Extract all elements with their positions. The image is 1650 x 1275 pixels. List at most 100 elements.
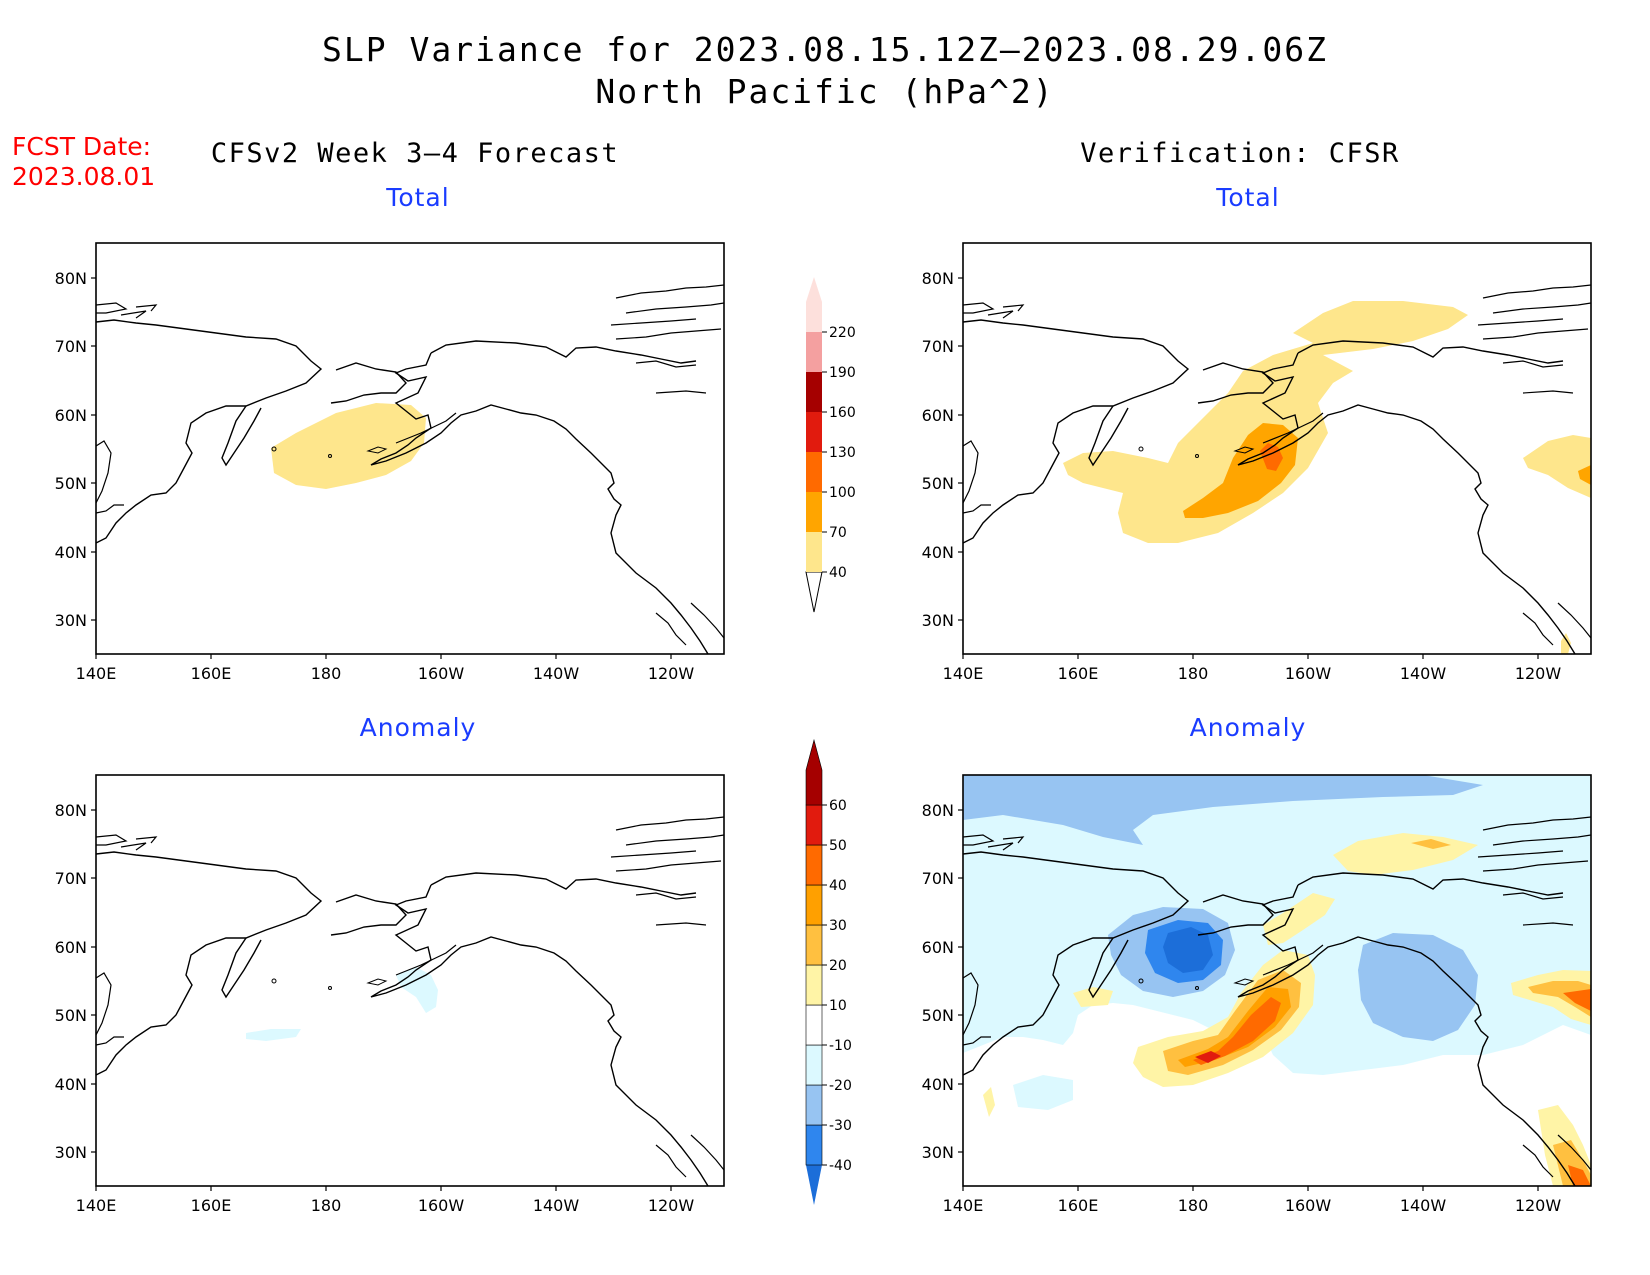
anomaly-colorbar: -40 -30 -20 -10 10 20 30 40 50 60	[805, 738, 852, 1205]
lat-tick-label: 40N	[922, 1075, 954, 1094]
panel-title-forecast-total: Total	[386, 183, 450, 212]
anomaly-colorbar-swatch	[805, 1044, 823, 1086]
anomaly-colorbar-label: 30	[829, 918, 847, 934]
total-colorbar-lower-end	[805, 571, 823, 613]
lon-tick-label: 160W	[418, 1196, 465, 1215]
lon-tick-label: 160E	[1058, 1196, 1099, 1215]
anomaly-colorbar-swatch	[805, 884, 823, 926]
anomaly-colorbar-swatch	[805, 1084, 823, 1126]
verification-column-header: Verification: CFSR	[1080, 138, 1400, 169]
lon-tick-label: 120W	[648, 1196, 695, 1215]
anomaly-colorbar-swatch	[805, 804, 823, 846]
anomaly-colorbar-label: 60	[829, 798, 847, 814]
panel-title-forecast-anomaly: Anomaly	[359, 713, 477, 742]
lon-tick-label: 120W	[1515, 664, 1562, 683]
map-forecast-anomaly	[95, 774, 725, 1187]
lat-tick-label: 60N	[922, 406, 954, 425]
lat-tick-label: 60N	[55, 938, 87, 957]
lon-tick-label: 160W	[1285, 1196, 1332, 1215]
anomaly-colorbar-label: -40	[829, 1158, 852, 1174]
lat-tick-label: 70N	[55, 337, 87, 356]
panel-title-verification-total: Total	[1216, 183, 1280, 212]
lon-tick-label: 140E	[76, 664, 117, 683]
lon-tick-label: 160E	[1058, 664, 1099, 683]
lon-tick-label: 140W	[1400, 664, 1447, 683]
forecast-column-header: CFSv2 Week 3–4 Forecast	[210, 138, 620, 169]
contour-verif-anom-neg20-gulf	[1358, 933, 1478, 1041]
total-colorbar-label: 100	[829, 485, 856, 501]
lon-tick-label: 160W	[418, 664, 465, 683]
total-colorbar-swatch	[806, 332, 822, 372]
lat-tick-label: 40N	[922, 543, 954, 562]
contour-verif-anom-neg40	[1163, 927, 1213, 973]
lon-tick-label: 140E	[76, 1196, 117, 1215]
lon-tick-label: 140W	[1400, 1196, 1447, 1215]
contour-verif-total-40-east	[1523, 435, 1591, 498]
map-verification-total	[962, 242, 1592, 655]
lon-tick-label: 140E	[943, 664, 984, 683]
main-title: SLP Variance for 2023.08.15.12Z–2023.08.…	[322, 30, 1328, 69]
total-colorbar-label: 220	[829, 325, 856, 341]
anomaly-colorbar-lower-arrow	[806, 1165, 822, 1205]
lon-tick-label: 160E	[191, 1196, 232, 1215]
total-colorbar-label: 40	[829, 565, 847, 581]
lon-tick-label: 180	[1178, 1196, 1209, 1215]
lat-tick-label: 30N	[922, 611, 954, 630]
total-colorbar-swatch	[806, 412, 822, 452]
anomaly-colorbar-label: 40	[829, 878, 847, 894]
total-colorbar-label: 160	[829, 405, 856, 421]
contour-verif-total-100	[1260, 443, 1283, 471]
lat-tick-label: 30N	[55, 1143, 87, 1162]
total-colorbar-swatch	[806, 492, 822, 532]
lat-tick-label: 70N	[55, 869, 87, 888]
lat-tick-label: 80N	[55, 269, 87, 288]
lat-tick-label: 30N	[55, 611, 87, 630]
anomaly-colorbar-swatch	[805, 964, 823, 1006]
lon-tick-label: 140W	[533, 664, 580, 683]
lat-tick-label: 70N	[922, 337, 954, 356]
lat-tick-label: 40N	[55, 1075, 87, 1094]
anomaly-colorbar-label: -10	[829, 1038, 852, 1054]
lat-tick-label: 80N	[922, 801, 954, 820]
lat-tick-label: 50N	[922, 1006, 954, 1025]
anomaly-colorbar-swatch	[805, 844, 823, 886]
lon-tick-label: 180	[311, 664, 342, 683]
lat-tick-label: 50N	[55, 474, 87, 493]
lat-tick-label: 80N	[55, 801, 87, 820]
total-colorbar-label: 130	[829, 445, 856, 461]
total-colorbar: 40 70 100 130 160 190 220	[805, 277, 856, 613]
contour-verif-anom-pos50	[1195, 1051, 1221, 1063]
total-colorbar-label: 190	[829, 365, 856, 381]
lon-tick-label: 160W	[1285, 664, 1332, 683]
contour-verif-total-40	[1063, 301, 1468, 543]
axes-layer: 80N 70N 60N 50N 40N 30N 140E 160E 180 160W 140W 120…	[55, 269, 1562, 1215]
lon-tick-label: 120W	[1515, 1196, 1562, 1215]
lon-tick-label: 140W	[533, 1196, 580, 1215]
total-colorbar-swatch	[806, 532, 822, 572]
lat-tick-label: 50N	[922, 474, 954, 493]
lat-tick-label: 80N	[922, 269, 954, 288]
lat-tick-label: 70N	[922, 869, 954, 888]
lon-tick-label: 120W	[648, 664, 695, 683]
fcst-date-value: 2023.08.01	[12, 162, 156, 191]
anomaly-colorbar-label: 50	[829, 838, 847, 854]
lat-tick-label: 30N	[922, 1143, 954, 1162]
contour-verif-anom-neg20-north	[963, 775, 1483, 845]
anomaly-colorbar-swatch	[805, 1124, 823, 1166]
total-colorbar-label: 70	[829, 525, 847, 541]
anomaly-colorbar-swatch	[805, 1004, 823, 1046]
lon-tick-label: 160E	[191, 664, 232, 683]
lon-tick-label: 180	[311, 1196, 342, 1215]
contour-verif-anom-pos40	[1193, 997, 1281, 1065]
map-forecast-total	[95, 242, 725, 655]
anomaly-colorbar-label: 20	[829, 958, 847, 974]
total-colorbar-swatch	[806, 452, 822, 492]
lon-tick-label: 180	[1178, 664, 1209, 683]
lat-tick-label: 40N	[55, 543, 87, 562]
lat-tick-label: 50N	[55, 1006, 87, 1025]
lat-tick-label: 60N	[55, 406, 87, 425]
main-subtitle: North Pacific (hPa^2)	[595, 72, 1055, 111]
lat-tick-label: 60N	[922, 938, 954, 957]
total-colorbar-swatch	[806, 372, 822, 412]
